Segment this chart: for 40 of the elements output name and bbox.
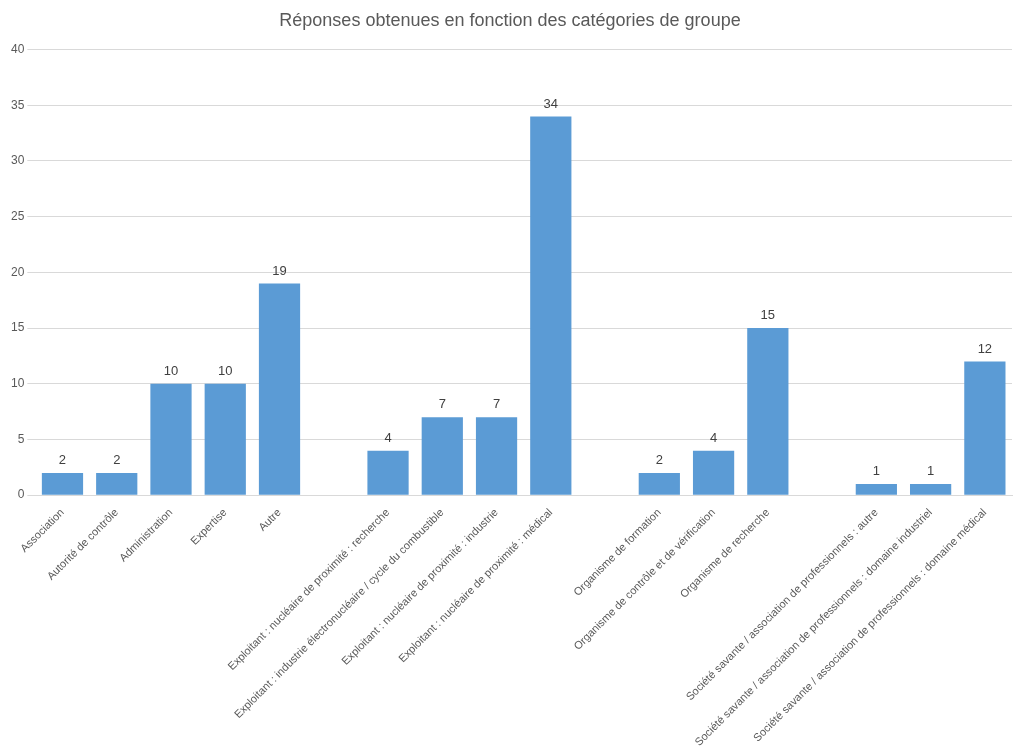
bar xyxy=(638,472,680,495)
bar xyxy=(150,383,192,495)
bar xyxy=(475,417,518,495)
y-tick-label: 15 xyxy=(10,320,25,335)
data-label: 7 xyxy=(438,396,446,412)
y-tick-label: 5 xyxy=(17,431,25,446)
bar xyxy=(96,472,138,495)
chart-title: Réponses obtenues en fonction des catégories de groupe xyxy=(279,9,741,30)
data-label: 7 xyxy=(492,396,501,412)
bar xyxy=(367,450,409,495)
bar xyxy=(855,484,897,495)
y-tick-label: 40 xyxy=(10,41,25,56)
y-tick-label: 25 xyxy=(10,209,25,224)
data-label: 2 xyxy=(113,451,121,467)
data-label: 34 xyxy=(543,95,559,111)
y-tick-label: 10 xyxy=(10,376,25,391)
bar xyxy=(909,484,952,495)
data-label: 19 xyxy=(272,262,287,278)
bar xyxy=(41,472,84,495)
bar xyxy=(530,116,572,495)
bar xyxy=(692,450,735,495)
y-tick-label: 30 xyxy=(10,153,25,168)
data-label: 10 xyxy=(163,362,179,378)
data-label: 15 xyxy=(760,307,776,323)
data-label: 2 xyxy=(655,451,663,467)
bar xyxy=(421,417,463,495)
data-label: 4 xyxy=(709,429,718,445)
data-label: 1 xyxy=(872,463,880,479)
y-tick-label: 0 xyxy=(17,487,25,502)
bar xyxy=(964,361,1006,495)
y-tick-label: 20 xyxy=(10,264,25,279)
data-label: 10 xyxy=(218,362,233,378)
data-label: 12 xyxy=(977,340,993,356)
data-label: 1 xyxy=(927,463,935,479)
data-label: 2 xyxy=(58,451,67,467)
bar xyxy=(747,328,789,495)
y-tick-label: 35 xyxy=(10,97,25,112)
bar xyxy=(258,283,301,495)
data-label: 4 xyxy=(384,429,392,445)
bar xyxy=(204,383,246,495)
